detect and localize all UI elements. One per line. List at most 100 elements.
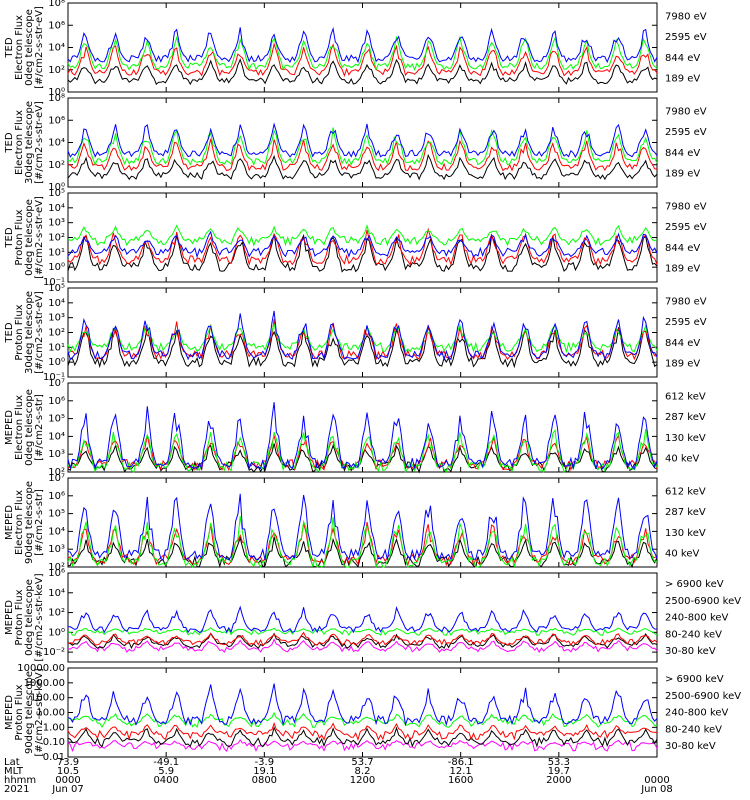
series-line: [67, 310, 658, 361]
y-tick-label: 10²: [48, 160, 65, 171]
legend-entry: 30-80 keV: [665, 646, 716, 657]
y-tick-label: 10⁴: [48, 203, 65, 214]
y-axis-label: TED: [4, 227, 15, 248]
info-row-value: 10.5: [57, 766, 79, 777]
series-line: [67, 42, 658, 77]
info-row-value: 1600: [448, 775, 473, 786]
legend-entry: 40 keV: [665, 549, 699, 560]
info-row-value: 53.7: [351, 757, 373, 768]
y-axis-label: [#/cm2-s-str]: [34, 394, 45, 461]
legend-entry: 2595 eV: [665, 32, 707, 43]
y-axis-label: MEPED: [4, 410, 15, 445]
y-tick-label: 10⁰: [48, 627, 65, 638]
legend-entry: 80-240 keV: [665, 629, 722, 640]
legend-entry: 130 keV: [665, 433, 706, 444]
series-line: [67, 433, 658, 472]
y-tick-label: 10²: [48, 467, 65, 478]
series-line: [67, 35, 658, 72]
info-row-value: Jun 07: [51, 784, 84, 795]
y-axis-label: [#/cm2-s-str]: [34, 489, 45, 556]
y-axis-label: 0deg telescope: [24, 389, 35, 466]
legend-entry: 2595 eV: [665, 127, 707, 138]
y-tick-label: 10⁵: [48, 414, 65, 425]
y-tick-label: 10²: [48, 328, 65, 339]
legend-entry: 2500-6900 keV: [665, 596, 741, 607]
series-line: [67, 26, 658, 64]
info-row-label: hhmm: [4, 775, 36, 786]
legend-entry: 844 eV: [665, 243, 700, 254]
series-line: [67, 127, 658, 166]
info-row-value: 1200: [350, 775, 375, 786]
y-axis-label: MEPED: [4, 505, 15, 540]
series-line: [67, 138, 658, 172]
y-tick-label: 10²: [48, 608, 65, 619]
legend-entry: 612 keV: [665, 391, 706, 402]
series-line: [67, 638, 658, 654]
info-row-value: 19.7: [548, 766, 570, 777]
y-axis-label: 0deg telescope: [24, 9, 35, 86]
y-tick-label: 10⁴: [48, 588, 65, 599]
panel-frame: [67, 287, 658, 378]
y-axis-label: 90deg telescope: [24, 671, 35, 754]
y-tick-label: 10⁻¹: [43, 372, 65, 383]
series-line: [67, 428, 658, 474]
y-tick-label: 10⁶: [48, 491, 65, 502]
info-row-value: 19.1: [253, 766, 275, 777]
info-row-value: Jun 08: [640, 784, 673, 795]
legend-entry: 7980 eV: [665, 201, 707, 212]
y-tick-label: 10⁴: [48, 138, 65, 149]
info-row-value: 5.9: [158, 766, 174, 777]
info-row-label: Lat: [4, 757, 20, 768]
y-tick-label: 10³: [48, 218, 65, 229]
series-line: [67, 516, 658, 569]
y-tick-label: 1000.00: [24, 678, 65, 689]
y-axis-label: [#/cm2-s-str-eV]: [34, 101, 45, 184]
info-row-value: 0000: [55, 775, 80, 786]
series-line: [67, 631, 658, 647]
y-axis-label: Proton Flux: [14, 304, 25, 360]
y-axis-label: [#/cm2-s-str-eV]: [34, 6, 45, 89]
legend-entry: 2595 eV: [665, 222, 707, 233]
y-tick-label: 10²: [48, 233, 65, 244]
y-axis-label: Electron Flux: [14, 15, 25, 80]
info-row-value: 53.3: [548, 757, 570, 768]
y-tick-label: 10³: [48, 313, 65, 324]
info-row-value: -49.1: [153, 757, 179, 768]
y-axis-label: TED: [4, 132, 15, 153]
panel-frame: [67, 97, 658, 188]
y-tick-label: 0.01: [43, 752, 65, 763]
legend-entry: > 6900 keV: [665, 579, 724, 590]
y-axis-label: [#/cm2-s-str-eV]: [34, 196, 45, 279]
series-line: [67, 402, 658, 471]
legend-entry: 7980 eV: [665, 106, 707, 117]
y-axis-label: Electron Flux: [14, 490, 25, 555]
y-axis-label: Proton Flux: [14, 209, 25, 265]
y-tick-label: 10²: [48, 562, 65, 573]
y-tick-label: 10³: [48, 449, 65, 460]
series-line: [67, 721, 658, 742]
y-tick-label: 1.00: [43, 722, 65, 733]
legend-entry: > 6900 keV: [665, 674, 724, 685]
y-tick-label: 0.10: [43, 737, 65, 748]
legend-entry: 30-80 keV: [665, 741, 716, 752]
info-row-value: 12.1: [450, 766, 472, 777]
y-axis-label: [#/cm2-s-str-keV]: [34, 573, 45, 661]
y-tick-label: 10⁶: [48, 20, 65, 31]
y-tick-label: 10⁶: [48, 396, 65, 407]
series-line: [67, 726, 658, 748]
series-line: [67, 233, 658, 273]
series-line: [67, 230, 658, 259]
y-tick-label: 10⁰: [48, 87, 65, 98]
y-tick-label: 10⁰: [48, 262, 65, 273]
series-line: [68, 605, 658, 634]
info-row-value: 73.9: [57, 757, 79, 768]
info-row-value: 0800: [252, 775, 277, 786]
y-tick-label: 10⁷: [48, 378, 65, 389]
legend-entry: 189 eV: [665, 74, 700, 85]
series-line: [67, 627, 658, 636]
y-tick-label: 10⁵: [48, 509, 65, 520]
panel-frame: [67, 192, 658, 283]
legend-entry: 189 eV: [665, 169, 700, 180]
